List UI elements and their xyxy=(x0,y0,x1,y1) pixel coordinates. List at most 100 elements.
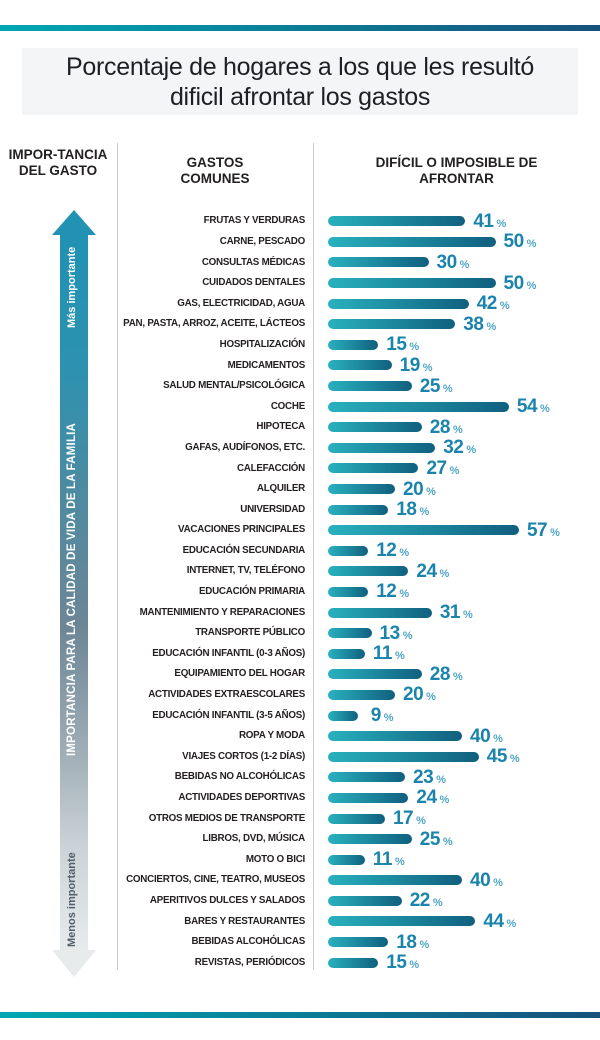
value-number: 15 xyxy=(386,952,407,974)
value-unit: % xyxy=(496,217,507,230)
bar xyxy=(328,792,409,803)
value-number: 23 xyxy=(413,766,434,788)
value-unit: % xyxy=(493,876,503,889)
bar xyxy=(328,648,365,659)
row-label: COCHE xyxy=(270,400,305,412)
value-unit: % xyxy=(399,588,410,601)
row-label: EDUCACIÓN INFANTIL (3-5 AÑOS) xyxy=(152,709,305,721)
bar xyxy=(328,854,365,865)
value-number: 20 xyxy=(403,684,424,706)
value-unit: % xyxy=(506,917,517,930)
bar xyxy=(328,442,436,453)
row-label: APERITIVOS DULCES Y SALADOS xyxy=(149,894,305,906)
row-label: UNIVERSIDAD xyxy=(240,503,305,515)
row-label: EDUCACIÓN PRIMARIA xyxy=(199,586,305,598)
bar-row: ACTIVIDADES EXTRAESCOLARES 20% xyxy=(0,685,600,706)
value-unit: % xyxy=(436,773,446,786)
value-unit: % xyxy=(550,526,560,539)
value-number: 50 xyxy=(503,272,525,294)
row-label: BEBIDAS ALCOHÓLICAS xyxy=(191,936,305,948)
value-number: 54 xyxy=(516,396,538,418)
row-label: GAS, ELECTRICIDAD, AGUA xyxy=(177,297,305,309)
bar-row: CONSULTAS MÉDICAS 30% xyxy=(0,252,600,273)
bar-row: VIAJES CORTOS (1-2 DÍAS) 45% xyxy=(0,746,600,767)
bar-row: HOSPITALIZACIÓN 15% xyxy=(0,335,600,356)
value-unit: % xyxy=(419,506,430,519)
bar xyxy=(328,298,469,309)
bar xyxy=(328,607,432,618)
value: 40% xyxy=(470,871,503,890)
bar xyxy=(328,875,462,886)
value: 50% xyxy=(504,274,537,293)
value: 28% xyxy=(430,418,463,437)
bar-row: BARES Y RESTAURANTES 44% xyxy=(0,911,600,932)
value-unit: % xyxy=(459,258,470,271)
value-unit: % xyxy=(422,361,433,374)
bar-row: CARNE, PESCADO 50% xyxy=(0,232,600,253)
importance-column-header: IMPOR-TANCIA DEL GASTO xyxy=(8,147,108,178)
value-number: 19 xyxy=(399,354,421,376)
bar-rows: FRUTAS Y VERDURAS 41% CARNE, PESCADO 50%… xyxy=(0,211,600,973)
value-unit: % xyxy=(426,485,436,498)
value-unit: % xyxy=(416,815,426,828)
value-unit: % xyxy=(395,650,405,663)
bar-row: REVISTAS, PERIÓDICOS 15% xyxy=(0,952,600,973)
value-unit: % xyxy=(449,464,460,477)
value: 22% xyxy=(410,891,443,910)
value: 20% xyxy=(403,480,436,499)
value-unit: % xyxy=(409,959,420,972)
row-label: REVISTAS, PERIÓDICOS xyxy=(194,956,305,968)
bar-row: ROPA Y MODA 40% xyxy=(0,726,600,747)
value-number: 18 xyxy=(396,931,417,953)
value-unit: % xyxy=(395,856,405,869)
value-number: 44 xyxy=(483,910,504,932)
row-label: MOTO O BICI xyxy=(245,853,305,865)
bar-row: MEDICAMENTOS 19% xyxy=(0,355,600,376)
value: 28% xyxy=(430,665,463,684)
value-number: 11 xyxy=(372,849,393,871)
bar xyxy=(328,463,419,474)
value-unit: % xyxy=(526,238,537,251)
row-label: HOSPITALIZACIÓN xyxy=(219,338,306,350)
value-number: 50 xyxy=(503,231,525,253)
value: 38% xyxy=(463,315,496,334)
value: 19% xyxy=(400,356,433,375)
bar xyxy=(328,278,496,289)
value-unit: % xyxy=(462,609,473,622)
bar xyxy=(328,834,412,845)
bar xyxy=(328,916,476,927)
bar-row: SALUD MENTAL/PSICOLÓGICA 25% xyxy=(0,376,600,397)
value: 25% xyxy=(420,830,453,849)
bar xyxy=(328,422,422,433)
value: 41% xyxy=(473,212,506,231)
value-number: 28 xyxy=(429,416,451,438)
bar-row: ALQUILER 20% xyxy=(0,479,600,500)
value: 20% xyxy=(403,685,436,704)
row-label: BEBIDAS NO ALCOHÓLICAS xyxy=(174,771,305,783)
value: 57% xyxy=(527,521,560,540)
bar xyxy=(328,401,509,412)
value: 12% xyxy=(376,541,409,560)
bar-row: BEBIDAS ALCOHÓLICAS 18% xyxy=(0,932,600,953)
bar-row: CUIDADOS DENTALES 50% xyxy=(0,273,600,294)
value-unit: % xyxy=(399,547,410,560)
bar xyxy=(328,669,422,680)
row-label: EDUCACIÓN SECUNDARIA xyxy=(182,544,306,556)
bar-row: BEBIDAS NO ALCOHÓLICAS 23% xyxy=(0,767,600,788)
value: 17% xyxy=(393,809,426,828)
value: 45% xyxy=(487,747,520,766)
row-label: EDUCACIÓN INFANTIL (0-3 AÑOS) xyxy=(152,647,305,659)
value: 42% xyxy=(477,294,510,313)
value-number: 41 xyxy=(473,210,494,232)
value-unit: % xyxy=(452,423,463,436)
bar-row: UNIVERSIDAD 18% xyxy=(0,499,600,520)
bar-row: VACACIONES PRINCIPALES 57% xyxy=(0,520,600,541)
value: 31% xyxy=(440,603,473,622)
row-label: CALEFACCIÓN xyxy=(236,462,305,474)
page-title: Porcentaje de hogares a los que les resu… xyxy=(66,52,534,111)
bar-row: OTROS MEDIOS DE TRANSPORTE 17% xyxy=(0,808,600,829)
bar xyxy=(328,957,379,968)
value: 18% xyxy=(396,500,429,519)
value: 50% xyxy=(504,232,537,251)
bar xyxy=(328,236,496,247)
